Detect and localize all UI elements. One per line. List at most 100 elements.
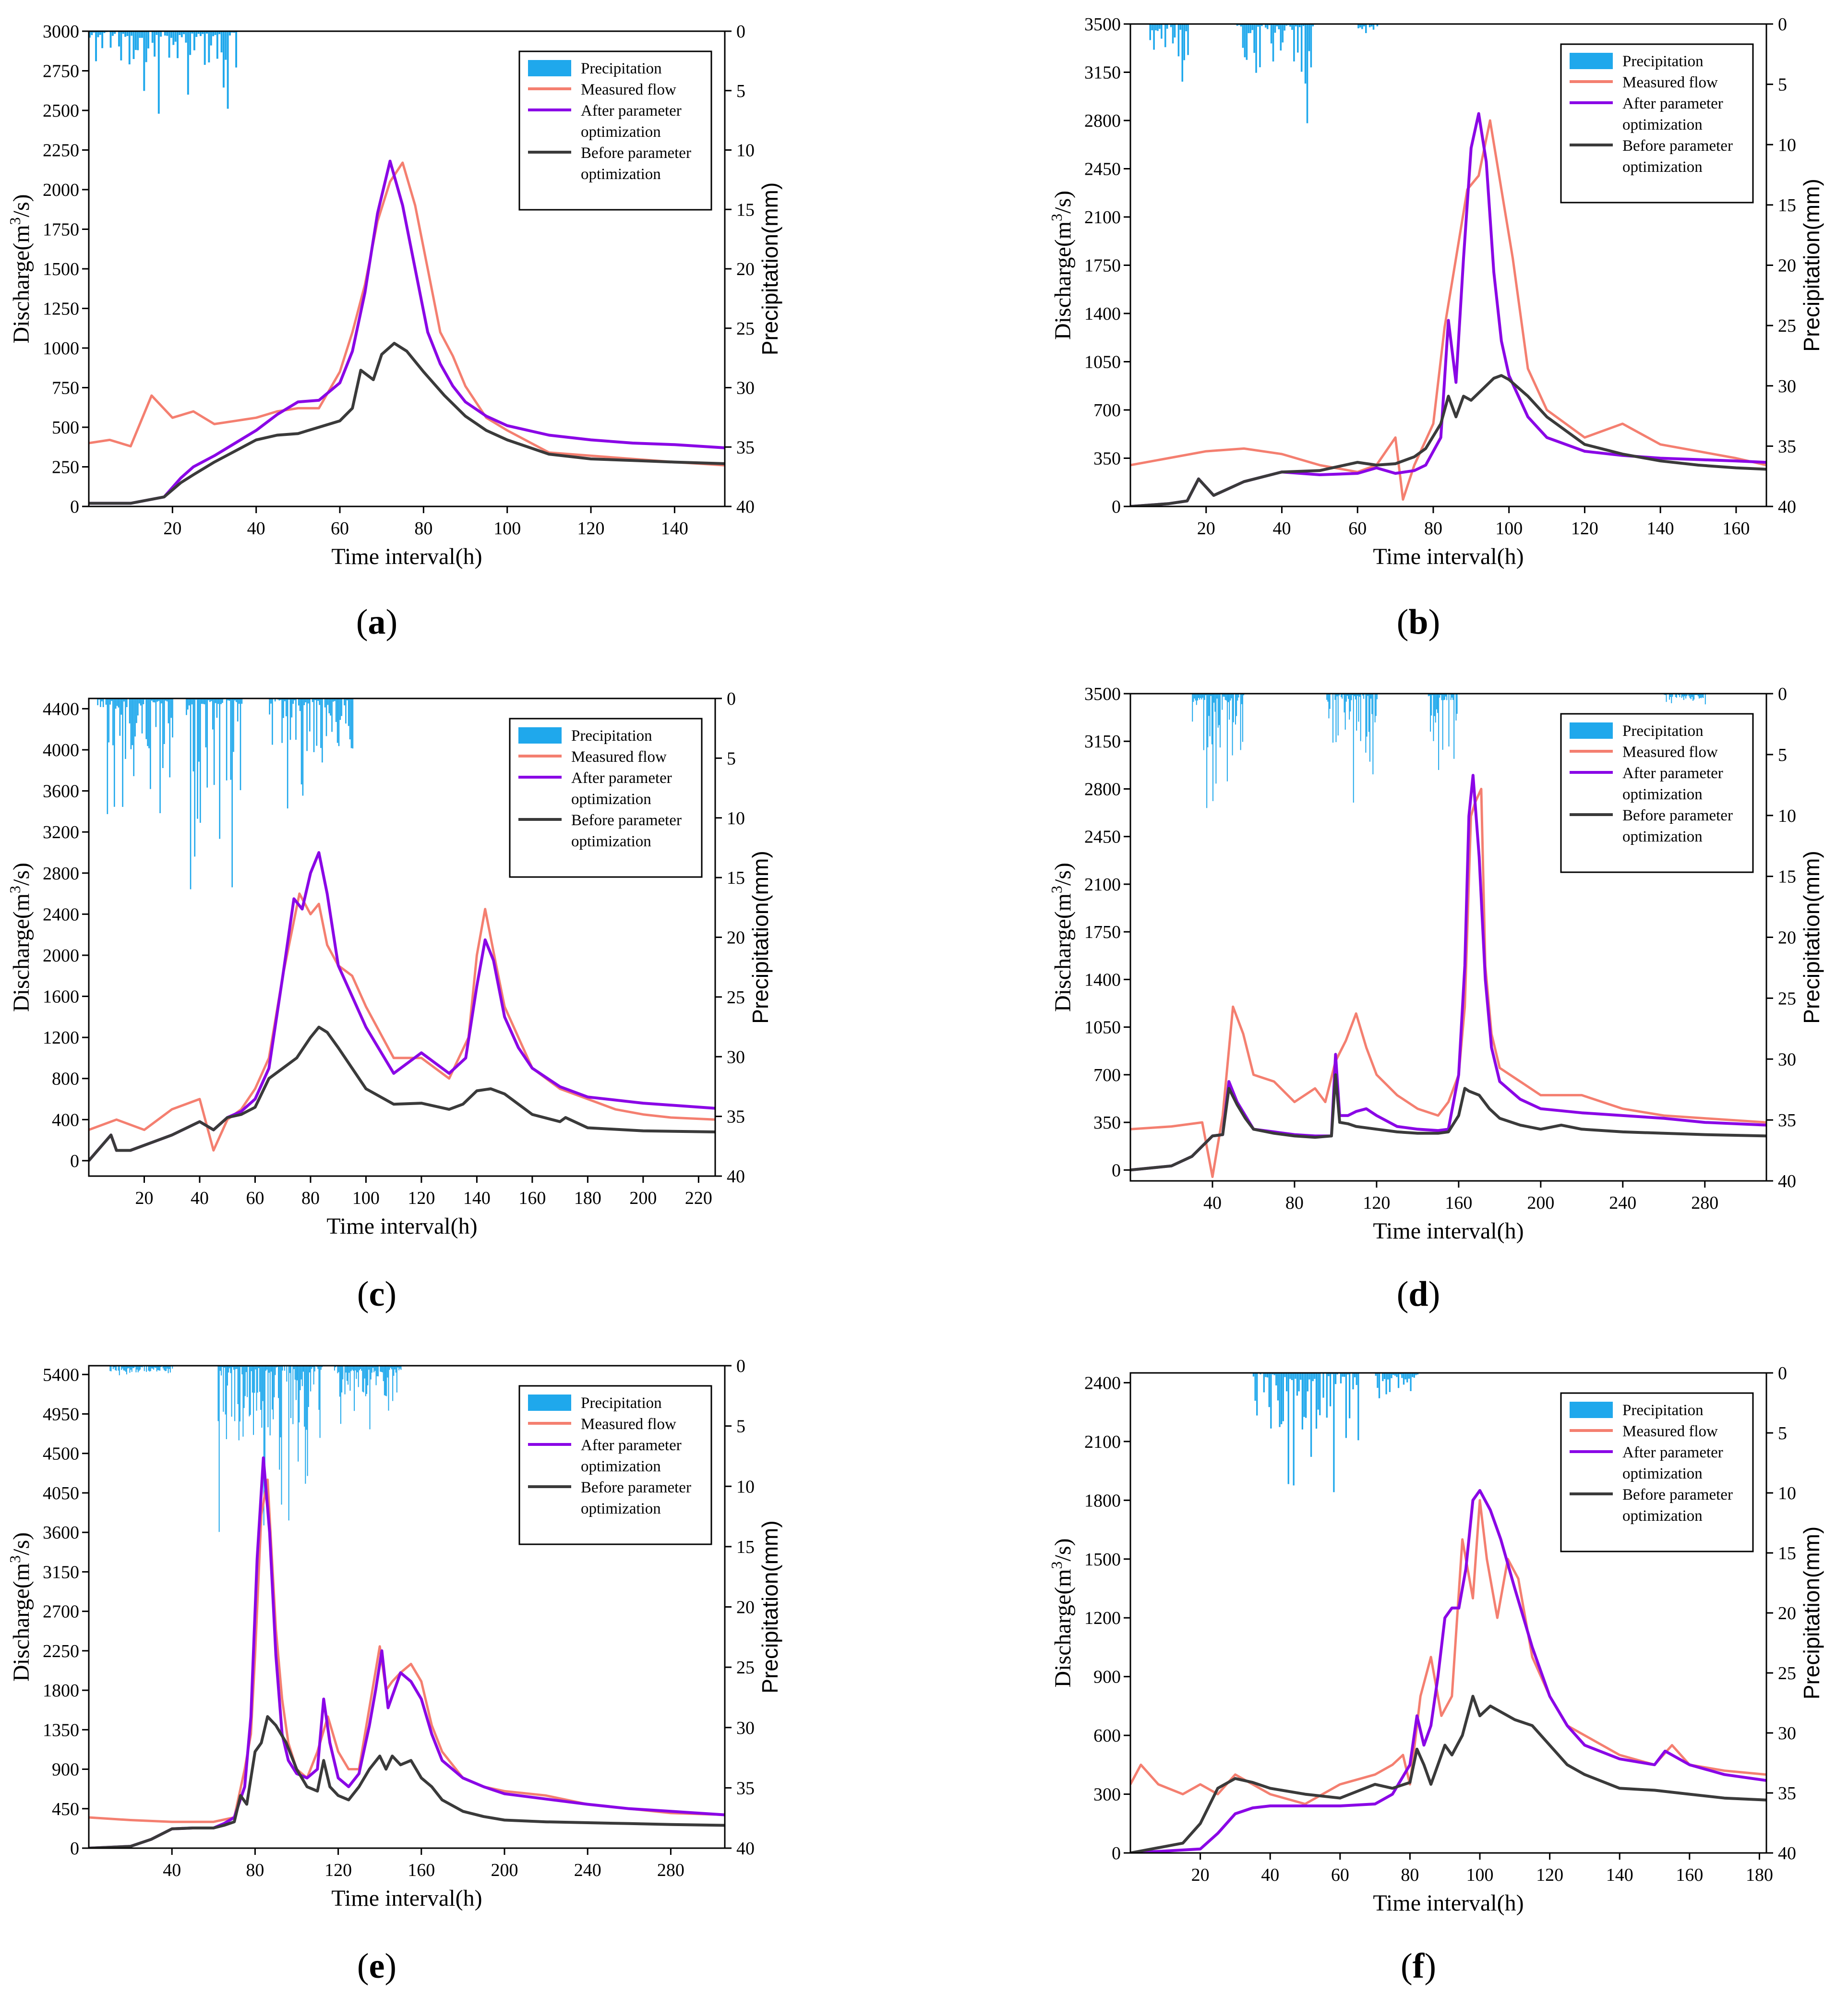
- precip-bar: [350, 698, 352, 748]
- precip-bar: [242, 1366, 244, 1437]
- precip-bar: [295, 698, 297, 740]
- precip-bar: [1257, 24, 1259, 27]
- y-tick-label: 1500: [43, 259, 79, 279]
- legend-item: Before parameter optimization: [518, 812, 682, 850]
- precip-bar: [1248, 24, 1250, 34]
- y2-tick-label: 30: [1778, 376, 1796, 397]
- precip-bar: [335, 1366, 336, 1368]
- precip-bar: [1375, 694, 1377, 716]
- precip-bar: [212, 698, 214, 730]
- precip-bar: [195, 31, 198, 37]
- precip-bar: [148, 698, 150, 748]
- precip-bar: [219, 1366, 221, 1371]
- series-line-before-parameter-optimization: [1130, 1073, 1766, 1172]
- precip-bar: [293, 1366, 295, 1370]
- precip-bar: [1317, 1373, 1319, 1410]
- precip-bar: [393, 1366, 395, 1376]
- precip-bar: [1403, 1373, 1405, 1385]
- x-tick-label: 120: [577, 518, 605, 539]
- x-tick-label: 100: [1495, 518, 1523, 539]
- legend-label: Precipitation: [1622, 1402, 1704, 1419]
- precip-bar: [282, 1366, 283, 1371]
- precip-bar: [1213, 694, 1215, 703]
- precip-bar: [247, 1366, 248, 1397]
- series-line-after-parameter-optimization: [1130, 1489, 1766, 1853]
- precip-bar: [1273, 1373, 1275, 1375]
- precip-bar: [139, 31, 141, 38]
- precip-bar: [185, 31, 187, 43]
- precip-bar: [1326, 694, 1328, 700]
- precip-bar: [1356, 1373, 1357, 1385]
- precip-bar: [1217, 694, 1219, 728]
- precip-bar: [313, 1366, 314, 1385]
- y2-tick-label: 15: [727, 868, 745, 888]
- y2-tick-label: 40: [736, 497, 755, 517]
- precip-bar: [1244, 24, 1246, 58]
- precip-bar: [197, 31, 200, 34]
- precip-bar: [252, 1366, 253, 1393]
- precipitation-bars: [109, 1366, 402, 1532]
- legend-label: After parameter: [581, 102, 682, 120]
- legend: Precipitation Measured flow After paramete…: [518, 1385, 712, 1545]
- precip-bar: [1302, 24, 1305, 26]
- y-tick-label: 2250: [43, 1641, 79, 1661]
- precip-bar: [183, 31, 185, 35]
- y2-tick-label: 20: [1778, 928, 1796, 948]
- y2-tick-label: 25: [1778, 988, 1796, 1009]
- x-tick-label: 80: [1424, 518, 1442, 539]
- precip-bar: [272, 698, 273, 745]
- precip-bar: [122, 698, 123, 807]
- legend-item: After parameter optimization: [1570, 95, 1723, 133]
- precip-bar: [158, 1366, 160, 1371]
- precip-bar: [308, 1366, 309, 1407]
- precip-bar: [1432, 694, 1433, 696]
- precip-bar: [1277, 1373, 1279, 1401]
- y2-tick-label: 0: [1778, 1363, 1787, 1383]
- y2-tick-label: 15: [1778, 1543, 1796, 1563]
- precip-bar: [1401, 1373, 1403, 1378]
- precip-bar: [1219, 694, 1221, 748]
- legend-label: Measured flow: [1622, 1423, 1718, 1440]
- y2-tick-label: 20: [1778, 256, 1796, 276]
- precip-bar: [1268, 1373, 1270, 1407]
- precip-bar: [1196, 694, 1197, 705]
- precip-bar: [1259, 24, 1261, 68]
- legend: Precipitation Measured flow After paramete…: [509, 718, 703, 878]
- precip-bar: [1295, 24, 1297, 26]
- y-tick-label: 2500: [43, 101, 79, 121]
- precip-bar: [174, 31, 177, 42]
- precip-bar: [1394, 1373, 1396, 1376]
- precip-bar: [1349, 694, 1350, 720]
- precip-bar: [391, 1366, 393, 1370]
- precip-bar: [1300, 24, 1303, 72]
- precip-bar: [226, 1366, 227, 1439]
- precip-bar: [1153, 24, 1155, 50]
- precip-bar: [288, 1366, 289, 1521]
- y-tick-label: 1400: [1084, 304, 1121, 324]
- precip-bar: [1456, 694, 1458, 714]
- precip-bar: [284, 1366, 286, 1371]
- precip-bar: [352, 698, 354, 749]
- precip-bar: [306, 1366, 307, 1430]
- legend-item: Measured flow: [1570, 1423, 1718, 1440]
- precip-bar: [1332, 694, 1334, 743]
- precip-bar: [1412, 1373, 1414, 1377]
- y-tick-label: 1800: [43, 1681, 79, 1701]
- precip-bar: [294, 698, 295, 700]
- precip-bar: [1357, 1373, 1359, 1441]
- legend-label: optimization: [1622, 158, 1703, 176]
- legend: Precipitation Measured flow After paramete…: [1560, 1392, 1754, 1552]
- precip-bar: [147, 698, 148, 746]
- precip-bar: [234, 1366, 236, 1421]
- precip-bar: [1692, 694, 1694, 701]
- legend-label: After parameter: [581, 1437, 682, 1454]
- legend-item: Precipitation: [1570, 1402, 1704, 1419]
- precip-bar: [1359, 24, 1361, 28]
- precip-bar: [238, 698, 240, 704]
- precip-bar: [1701, 694, 1702, 698]
- y2-tick-label: 20: [727, 928, 745, 948]
- precip-bar: [363, 1366, 364, 1393]
- precip-bar: [1149, 24, 1151, 40]
- precip-bar: [320, 1366, 322, 1370]
